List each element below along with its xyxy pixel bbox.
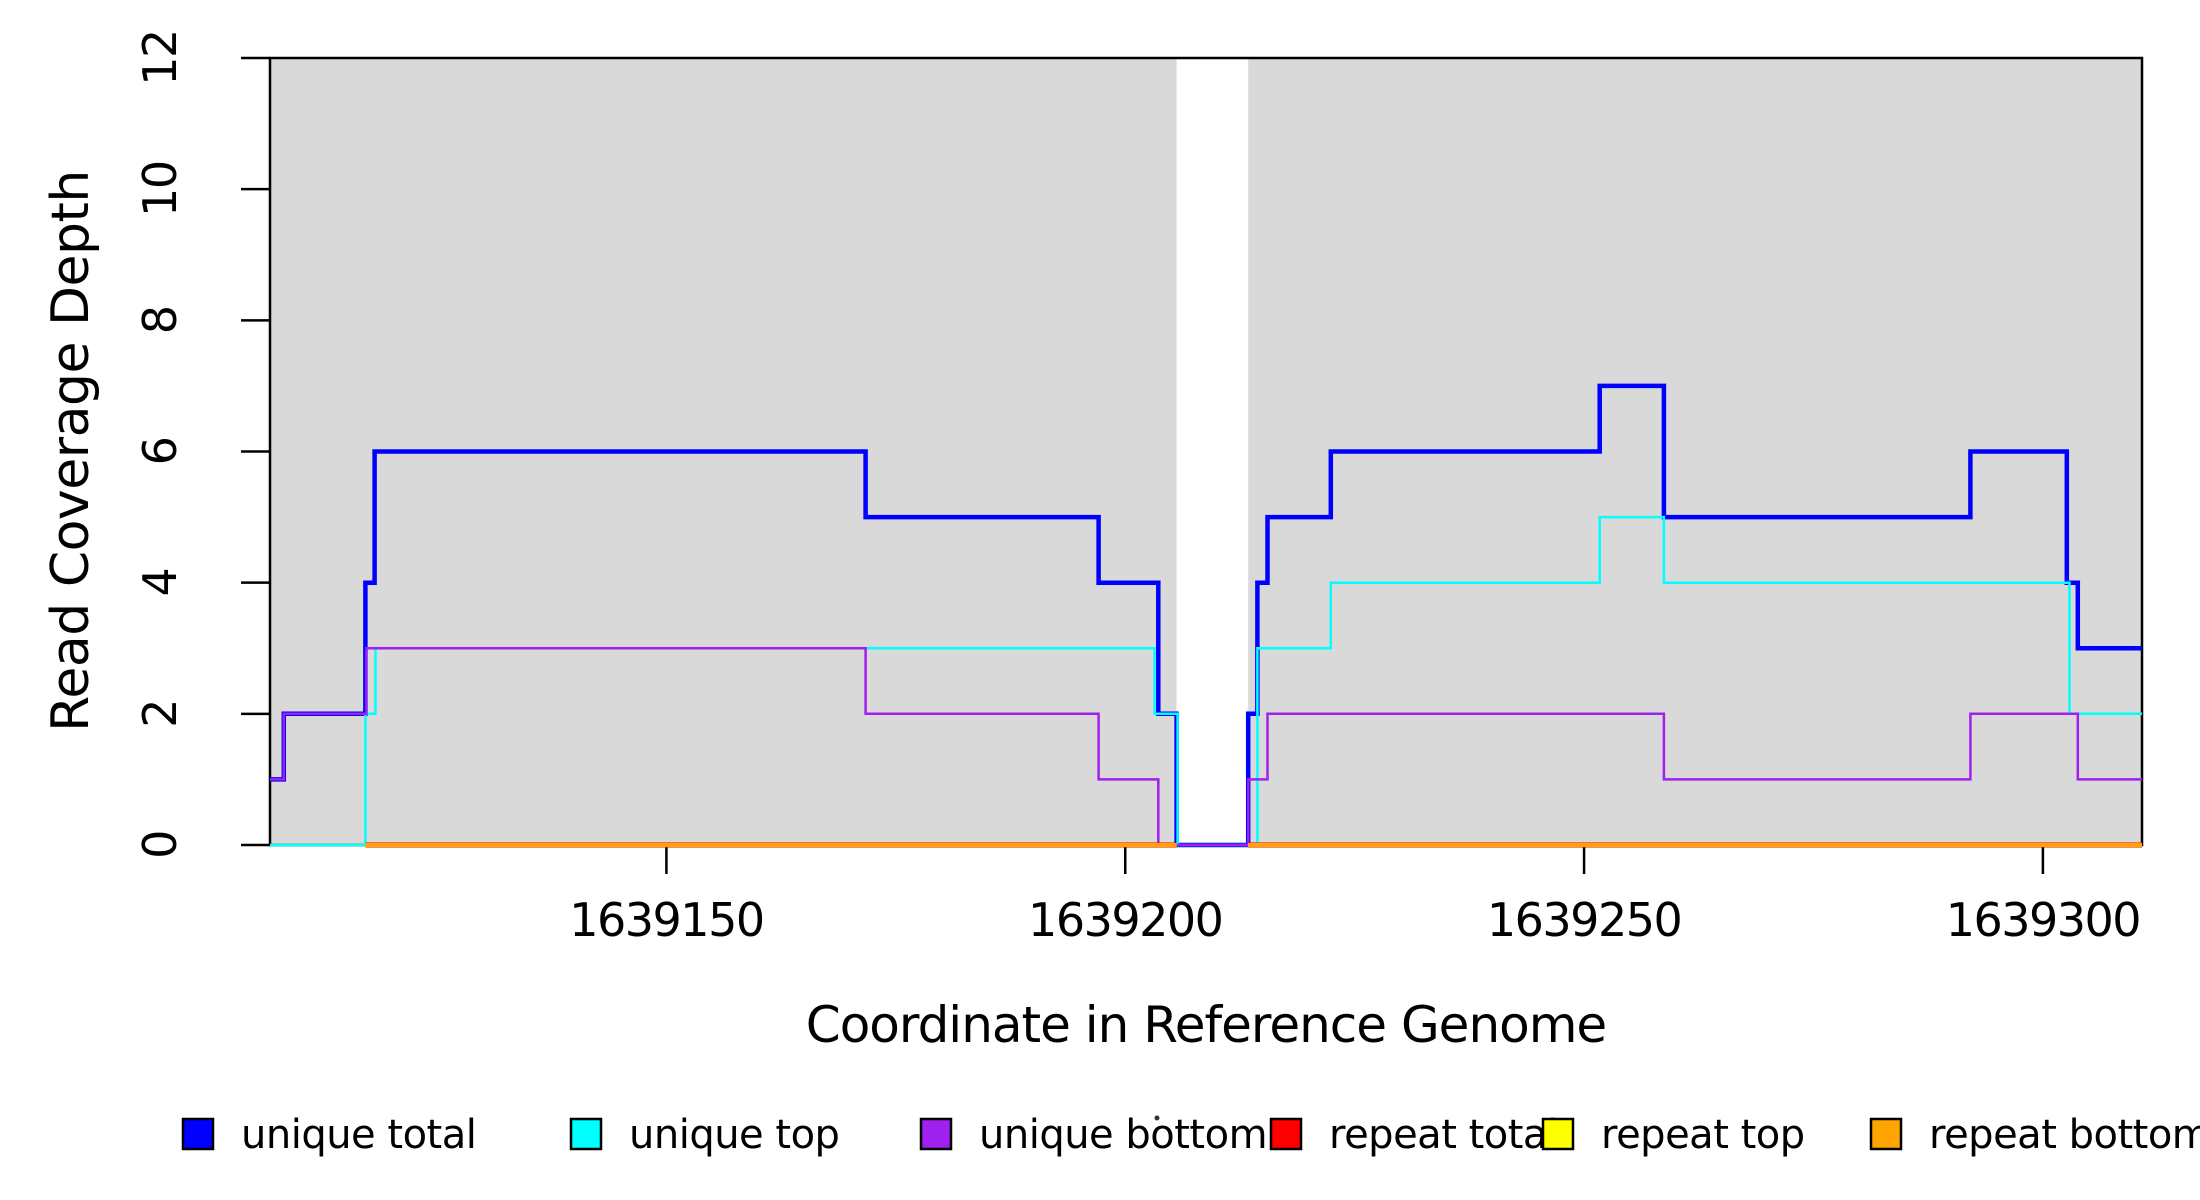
legend-label-unique-total: unique total xyxy=(241,1112,476,1158)
x-tick-label: 1639150 xyxy=(569,893,763,947)
legend-swatch-unique-top xyxy=(569,1117,603,1151)
y-tick-label: 2 xyxy=(133,700,187,728)
legend: unique total unique top unique bottom repea… xyxy=(181,1112,2200,1158)
legend-swatch-repeat-bottom xyxy=(1869,1117,1903,1151)
axes-layer: 1639150 1639200 1639250 1639300 0 2 4 6 8 10 12 xyxy=(133,30,2144,947)
y-axis-title: Read Coverage Depth xyxy=(41,170,101,732)
legend-swatch-repeat-top xyxy=(1541,1117,1575,1151)
legend-item-repeat-total: repeat total xyxy=(1269,1112,1558,1158)
series-unique-top xyxy=(270,515,2142,847)
y-tick-label: 4 xyxy=(133,569,187,597)
y-tick-label: 12 xyxy=(133,30,187,86)
y-tick-label: 6 xyxy=(133,438,187,466)
legend-label-repeat-top: repeat top xyxy=(1601,1112,1805,1158)
legend-item-repeat-top: repeat top xyxy=(1541,1112,1805,1158)
legend-item-repeat-bottom: repeat bottom xyxy=(1869,1112,2200,1158)
x-tick-label: 1639300 xyxy=(1946,893,2140,947)
y-tick-label: 8 xyxy=(133,306,187,334)
legend-label-repeat-bottom: repeat bottom xyxy=(1929,1112,2200,1158)
speck-artifact xyxy=(1154,1115,1160,1121)
x-tick-label: 1639200 xyxy=(1028,893,1222,947)
y-tick-label: 0 xyxy=(133,831,187,859)
legend-label-unique-top: unique top xyxy=(629,1112,839,1158)
series-unique-bottom xyxy=(270,647,2142,847)
series-layer xyxy=(270,383,2142,848)
y-tick-label: 10 xyxy=(133,161,187,217)
x-axis-title: Coordinate in Reference Genome xyxy=(806,996,1606,1054)
series-unique-total xyxy=(270,383,2142,848)
legend-item-unique-total: unique total xyxy=(181,1112,477,1158)
legend-item-unique-top: unique top xyxy=(569,1112,840,1158)
legend-swatch-unique-total xyxy=(181,1117,215,1151)
legend-swatch-unique-bottom xyxy=(919,1117,953,1151)
legend-item-unique-bottom: unique bottom xyxy=(919,1112,1268,1158)
legend-label-unique-bottom: unique bottom xyxy=(979,1112,1267,1158)
x-tick-label: 1639250 xyxy=(1487,893,1681,947)
legend-label-repeat-total: repeat total xyxy=(1329,1112,1558,1158)
legend-swatch-repeat-total xyxy=(1269,1117,1303,1151)
